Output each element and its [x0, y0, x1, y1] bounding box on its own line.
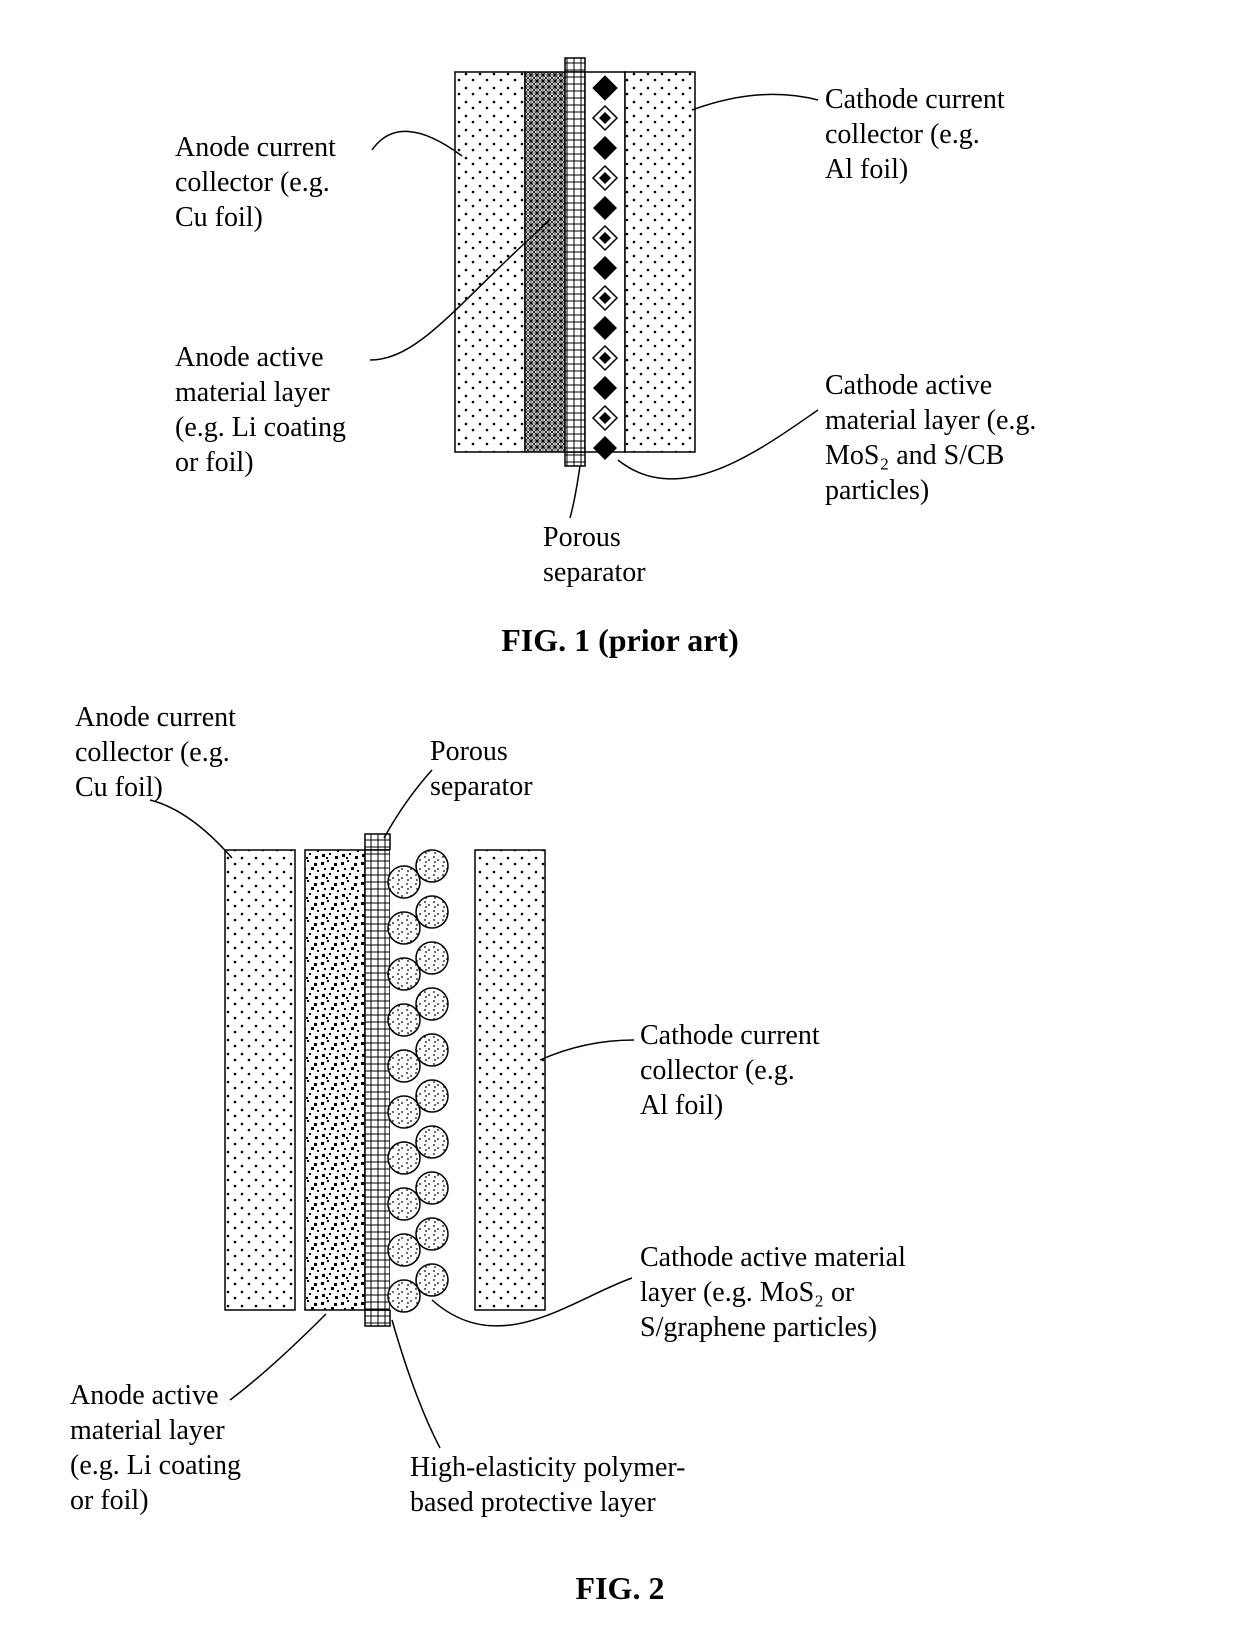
- fig2-cathode-active-label: Cathode active materiallayer (e.g. MoS₂ …: [640, 1240, 906, 1345]
- fig1-anode-cc-label: Anode currentcollector (e.g.Cu foil): [175, 130, 336, 235]
- fig1-caption: FIG. 1 (prior art): [0, 622, 1240, 659]
- fig1-cathode-active-label: Cathode activematerial layer (e.g.MoS₂ a…: [825, 368, 1036, 508]
- fig1-anode-cc-layer: [455, 72, 525, 452]
- fig2-anode-cc-label: Anode currentcollector (e.g.Cu foil): [75, 700, 236, 805]
- fig2-separator-label: Porousseparator: [430, 734, 533, 804]
- fig2-cathode-cc-label: Cathode currentcollector (e.g.Al foil): [640, 1018, 820, 1123]
- fig2-separator-layer: [365, 850, 390, 1310]
- fig2-anode-active-label: Anode activematerial layer(e.g. Li coati…: [70, 1378, 241, 1518]
- fig2-caption: FIG. 2: [0, 1570, 1240, 1607]
- fig1-diagram: [370, 58, 818, 518]
- fig2-diagram: [150, 770, 634, 1448]
- fig1-separator-label: Porousseparator: [543, 520, 646, 590]
- fig1-cathode-cc-layer: [625, 72, 695, 452]
- fig2-protective-label: High-elasticity polymer-based protective…: [410, 1450, 685, 1520]
- fig2-cathode-cc-layer: [475, 850, 545, 1310]
- fig2-anode-cc-layer: [225, 850, 295, 1310]
- page: Cathode currentcollector (e.g.Al foil) A…: [0, 0, 1240, 1642]
- fig1-anode-active-layer: [525, 72, 565, 452]
- fig1-separator-layer: [565, 72, 585, 452]
- fig1-anode-active-label: Anode activematerial layer(e.g. Li coati…: [175, 340, 346, 480]
- fig1-cathode-cc-label: Cathode currentcollector (e.g.Al foil): [825, 82, 1005, 187]
- fig2-cathode-active-circles: [388, 850, 448, 1312]
- fig2-anode-active-layer: [305, 850, 365, 1310]
